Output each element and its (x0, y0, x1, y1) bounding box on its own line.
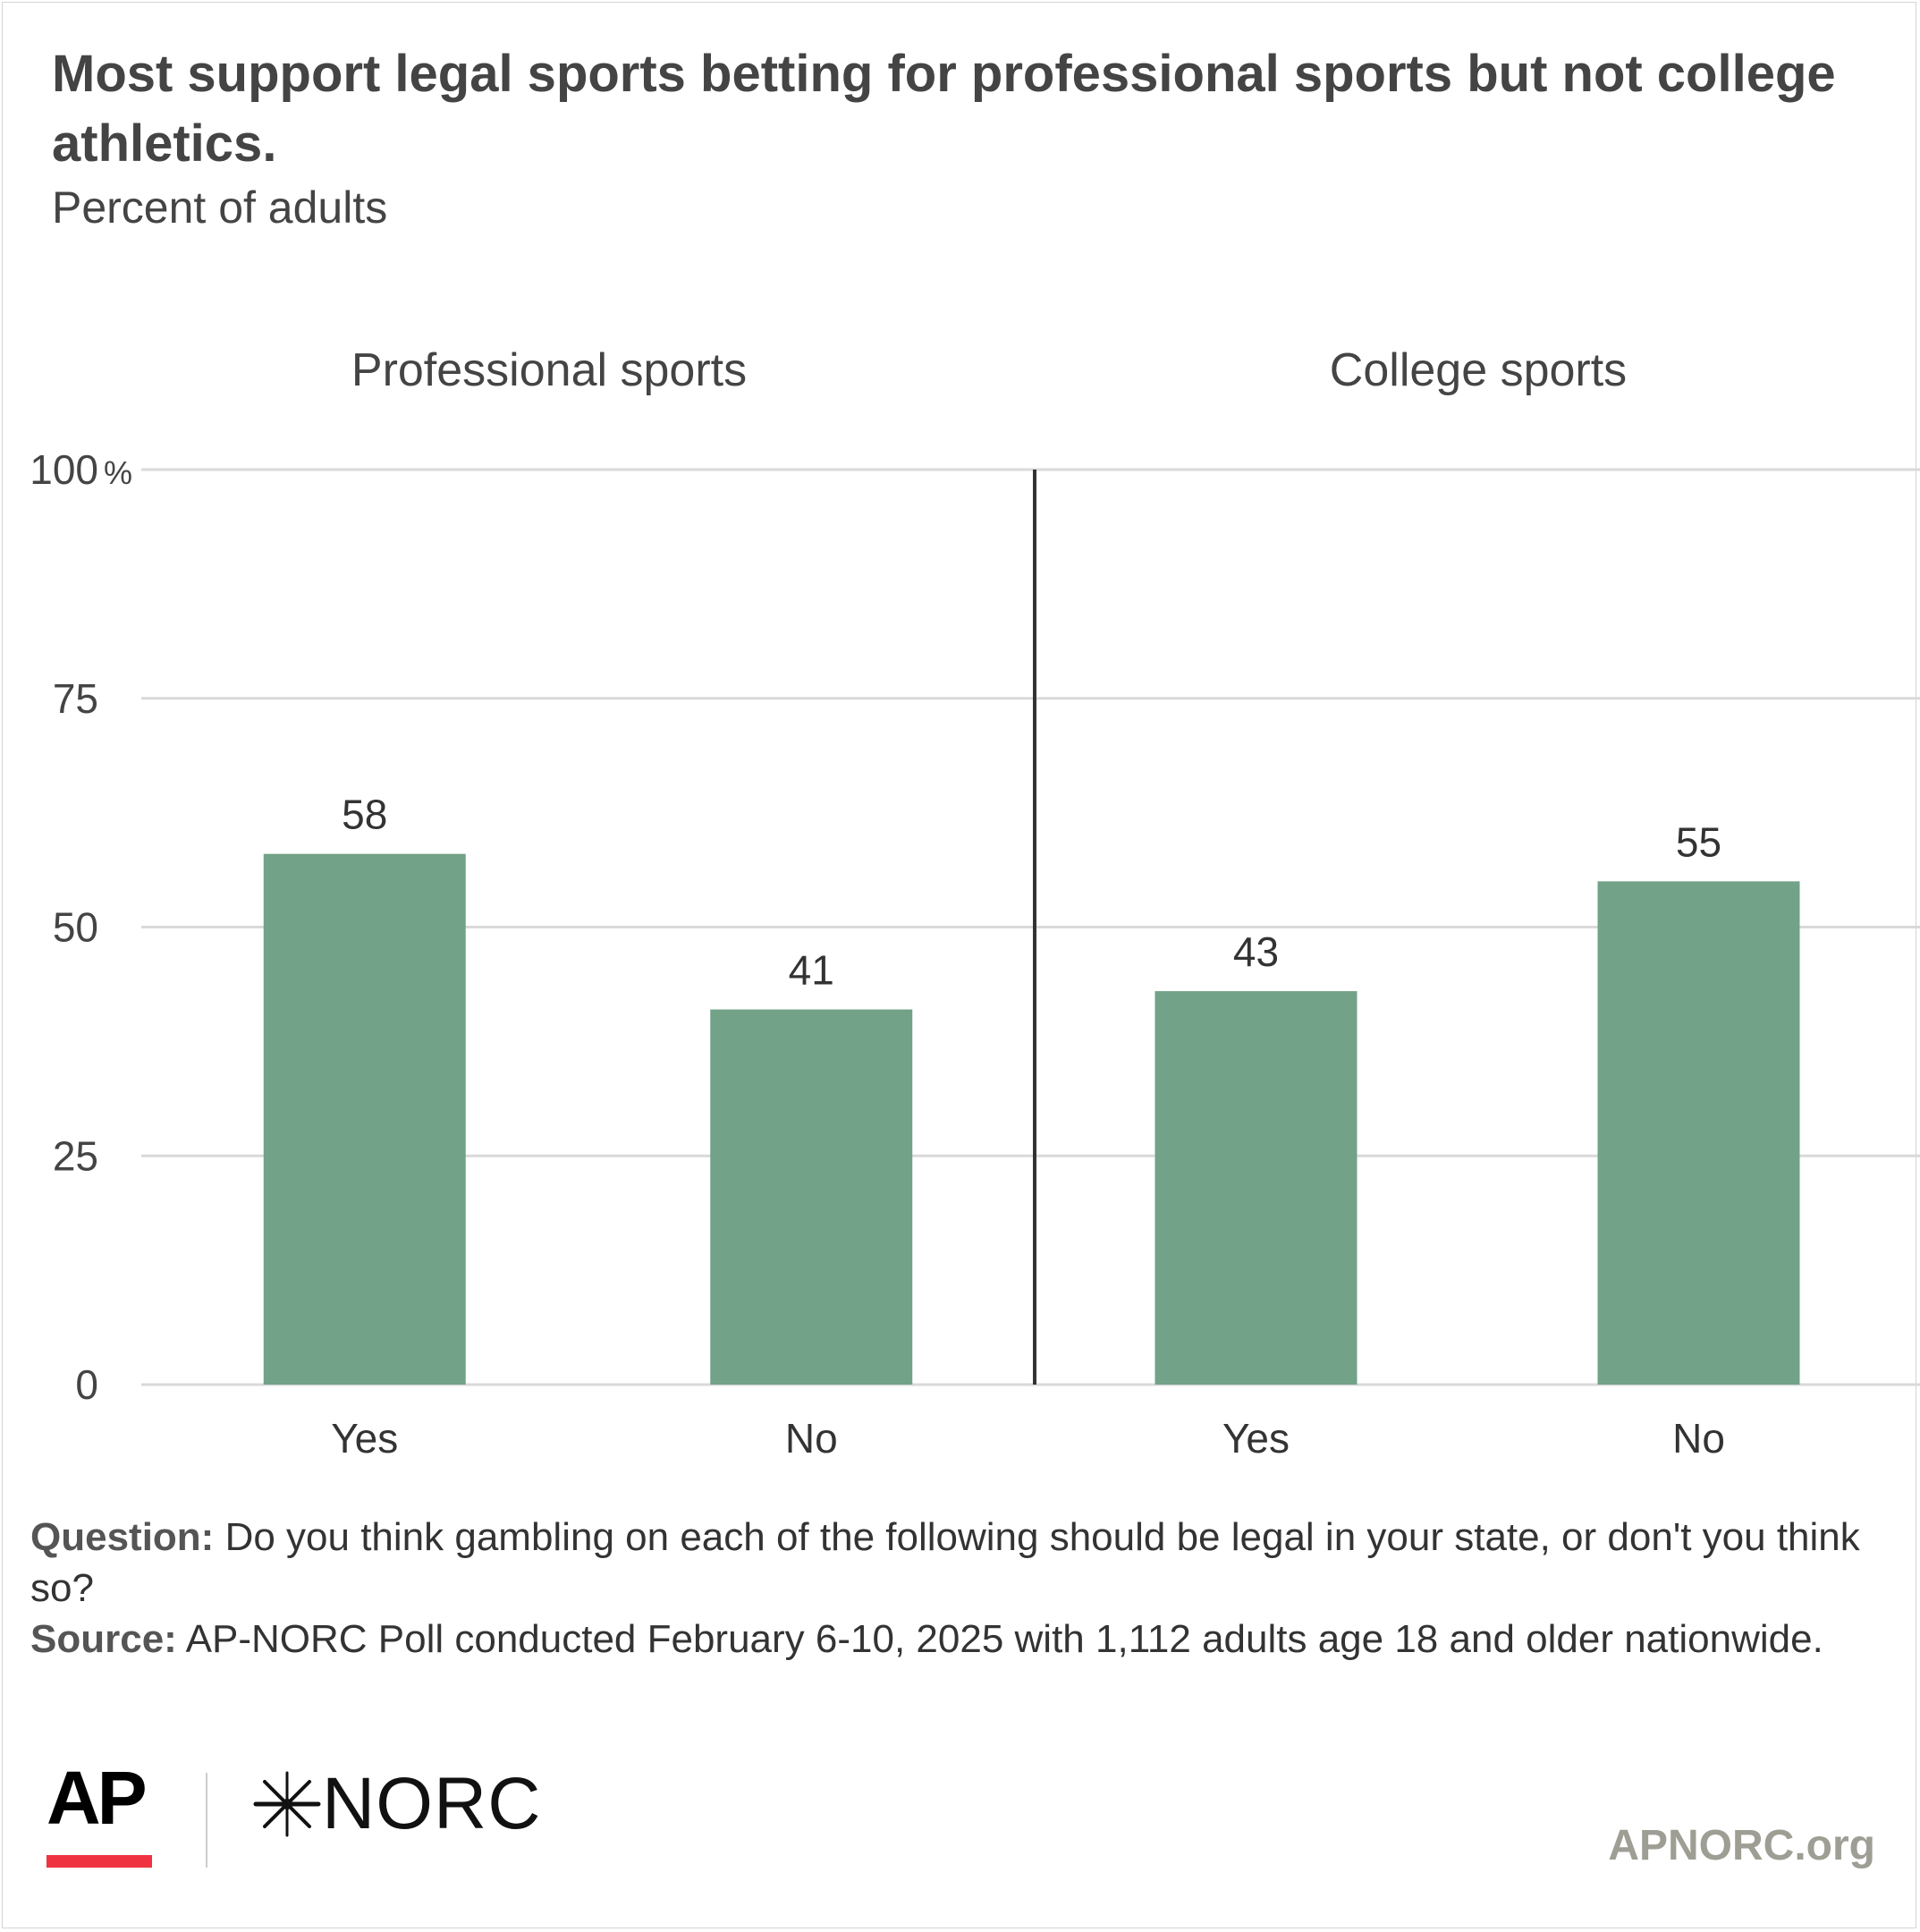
bar-value-label: 55 (1676, 818, 1721, 865)
x-category-label: Yes (1222, 1415, 1290, 1462)
bar (1597, 881, 1800, 1385)
chart-title: Most support legal sports betting for pr… (52, 45, 1836, 173)
bar-value-label: 41 (789, 947, 834, 994)
bar (1155, 991, 1358, 1385)
ap-logo-text: AP (47, 1756, 148, 1840)
x-category-label: No (1672, 1415, 1725, 1462)
y-tick-label: 100 (30, 446, 98, 493)
bar-value-label: 43 (1233, 928, 1279, 975)
norc-logo-text: NORC (322, 1763, 542, 1844)
chart-subtitle: Percent of adults (52, 182, 388, 233)
y-tick-label: 25 (53, 1132, 98, 1179)
panel-headers: Professional sports College sports (351, 344, 1627, 396)
ap-logo-underline (47, 1855, 152, 1868)
bar (710, 1009, 913, 1385)
ap-logo: AP (47, 1760, 152, 1871)
bars (263, 853, 1800, 1385)
bar-chart: 0 25 50 75 100% 58 41 43 55 Yes No Yes No Professi… (30, 344, 1920, 1462)
norc-logo: NORC (252, 1764, 541, 1844)
x-category-label: Yes (331, 1415, 398, 1462)
question-text: Do you think gambling on each of the fol… (30, 1515, 1860, 1610)
y-tick-label: 50 (53, 904, 98, 951)
source-label: Source: (30, 1617, 177, 1661)
panel-header: College sports (1330, 344, 1627, 396)
y-tick-label: 0 (75, 1361, 98, 1408)
y-unit-label: % (104, 454, 132, 491)
norc-star-icon (253, 1771, 321, 1837)
data-labels: 58 41 43 55 (342, 792, 1721, 994)
logo-divider (206, 1773, 207, 1868)
x-axis: Yes No Yes No (331, 1415, 1725, 1462)
question-label: Question: (30, 1515, 215, 1559)
source-note: Source: AP-NORC Poll conducted February … (30, 1614, 1873, 1665)
site-link[interactable]: APNORC.org (1608, 1822, 1875, 1869)
panel-header: Professional sports (351, 344, 747, 396)
question-note: Question: Do you think gambling on each … (30, 1512, 1873, 1614)
bar (263, 853, 466, 1385)
chart-notes: Question: Do you think gambling on each … (30, 1512, 1873, 1665)
y-axis: 0 25 50 75 100% (30, 446, 132, 1408)
source-text: AP-NORC Poll conducted February 6-10, 20… (185, 1617, 1823, 1661)
bar-value-label: 58 (342, 792, 387, 838)
x-category-label: No (785, 1415, 838, 1462)
y-tick-label: 75 (53, 675, 98, 722)
